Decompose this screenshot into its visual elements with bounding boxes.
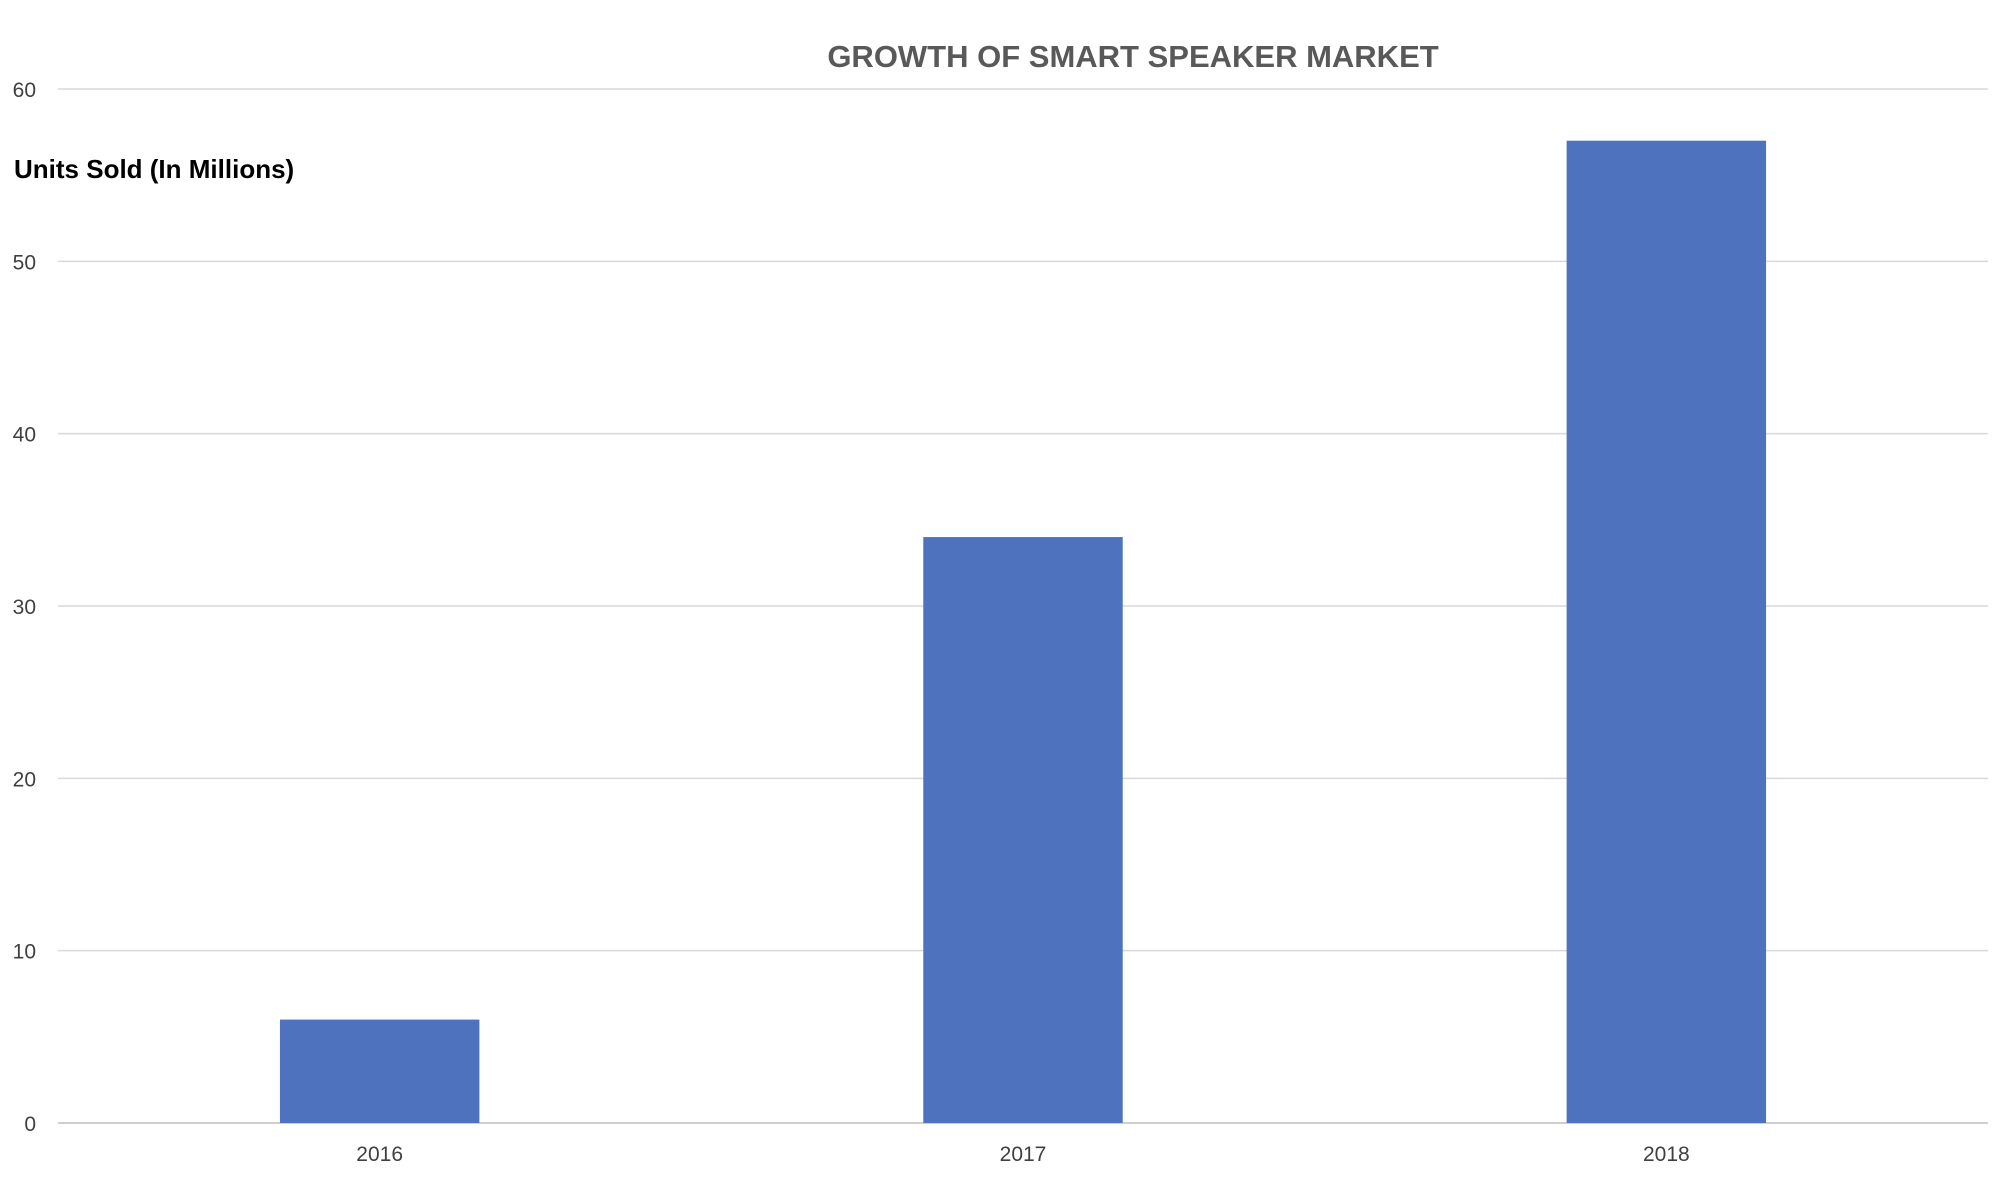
y-tick-label: 30 — [13, 596, 36, 619]
y-tick-label: 40 — [13, 424, 36, 447]
x-tick-label: 2017 — [1000, 1143, 1047, 1166]
bar-2016 — [279, 1019, 480, 1123]
y-tick-label: 0 — [24, 1113, 36, 1136]
x-tick-label: 2016 — [356, 1143, 403, 1166]
x-tick-label: 2018 — [1643, 1143, 1690, 1166]
y-tick-label: 60 — [13, 79, 36, 102]
y-tick-label: 20 — [13, 768, 36, 791]
y-tick-label: 50 — [13, 251, 36, 274]
y-axis-label: Units Sold (In Millions) — [14, 154, 294, 184]
bar-2017 — [923, 537, 1123, 1123]
y-axis-ticks: 0 10 20 30 40 50 60 — [13, 79, 36, 1136]
bars — [279, 140, 1767, 1123]
bar-2018 — [1566, 140, 1767, 1123]
chart-title: GROWTH OF SMART SPEAKER MARKET — [827, 39, 1438, 74]
x-axis-ticks: 2016 2017 2018 — [356, 1143, 1689, 1166]
y-tick-label: 10 — [13, 941, 36, 964]
